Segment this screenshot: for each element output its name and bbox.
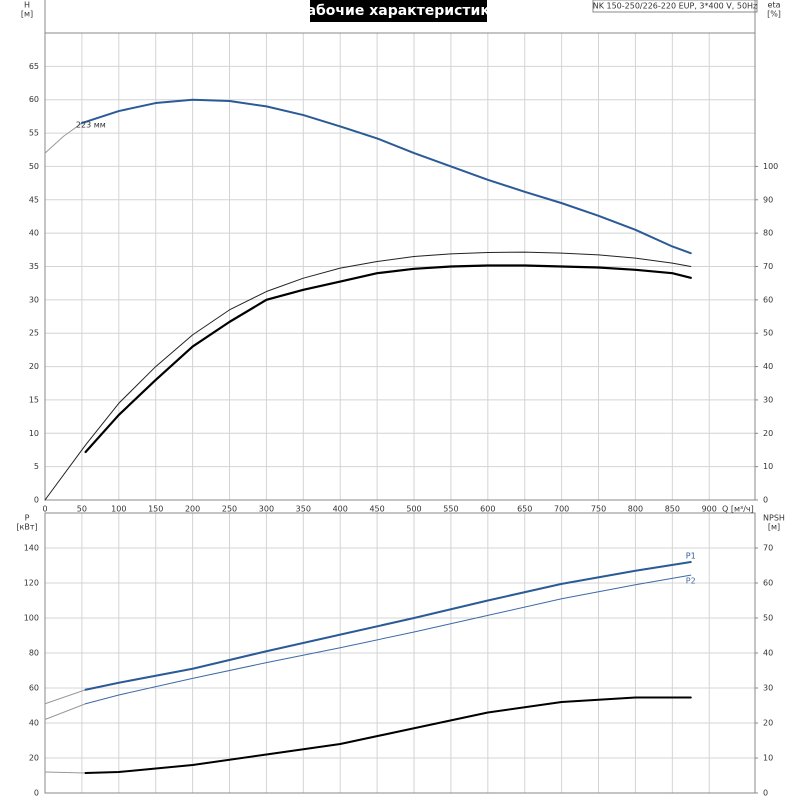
y2-tick-label: 0 [763,496,768,505]
x-tick-label: 400 [333,505,348,514]
x-tick-label: 200 [185,505,200,514]
curve [84,696,692,775]
y-tick-label: 10 [29,429,39,438]
x-tick-label: 900 [702,505,717,514]
y2-tick-label: 20 [763,429,773,438]
x-tick-label: 0 [42,505,47,514]
y-tick-label: 55 [29,129,39,138]
y2-tick-label: 40 [763,649,773,658]
plot-frame [44,32,756,501]
x-tick-label: 550 [443,505,458,514]
x-axis-label: Q [м³/ч] [722,505,754,514]
y-axis-label: P [25,514,30,523]
y-tick-label: 40 [29,719,39,728]
y-tick-label: 0 [34,496,39,505]
curve [84,561,692,691]
curve-name: P1 [686,552,696,561]
y2-tick-label: 100 [763,162,778,171]
y-tick-label: 50 [29,162,39,171]
y-axis-unit: [м] [21,10,33,19]
y-tick-label: 20 [29,754,39,763]
y2-tick-label: 0 [763,789,768,798]
curve [44,122,83,154]
x-tick-label: 100 [111,505,126,514]
x-tick-label: 150 [148,505,163,514]
curve [44,251,692,501]
y-tick-label: 100 [24,614,39,623]
y2-tick-label: 40 [763,362,773,371]
y2-tick-label: 90 [763,195,773,204]
x-tick-label: 700 [554,505,569,514]
y-axis-unit: [кВт] [16,523,37,532]
y2-axis-label: eta [768,1,781,10]
x-tick-label: 250 [222,505,237,514]
curve [44,689,87,705]
y2-tick-label: 30 [763,395,773,404]
x-tick-label: 450 [369,505,384,514]
y2-tick-label: 50 [763,329,773,338]
curve [85,574,692,705]
y-tick-label: 15 [29,395,39,404]
y-tick-label: 30 [29,295,39,304]
y-tick-label: 25 [29,329,39,338]
y-tick-label: 60 [29,684,39,693]
x-tick-label: 650 [517,505,532,514]
y-tick-label: 140 [24,544,39,553]
y-tick-label: 65 [29,62,39,71]
y2-tick-label: 70 [763,544,773,553]
y2-tick-label: 20 [763,719,773,728]
subtitle: NK 150-250/226-220 EUP, 3*400 V, 50Hz [593,2,758,11]
x-tick-label: 600 [480,505,495,514]
x-tick-label: 500 [406,505,421,514]
y2-axis-label: NPSH [763,514,785,523]
curve [44,703,87,720]
y-tick-label: 60 [29,95,39,104]
y2-tick-label: 30 [763,684,773,693]
y-tick-label: 35 [29,262,39,271]
x-tick-label: 300 [259,505,274,514]
y2-tick-label: 60 [763,579,773,588]
curve [80,98,692,255]
y2-tick-label: 80 [763,229,773,238]
y-tick-label: 5 [34,462,39,471]
y2-tick-label: 70 [763,262,773,271]
plot-frame [44,512,756,794]
y-axis-label: H [24,1,30,10]
y-tick-label: 40 [29,229,39,238]
curve-name: P2 [686,577,696,586]
curve [84,264,692,454]
x-tick-label: 350 [296,505,311,514]
curve-label: 223 мм [76,121,106,130]
y-tick-label: 45 [29,195,39,204]
y2-axis-unit: [%] [767,10,781,19]
x-tick-label: 750 [591,505,606,514]
x-tick-label: 50 [77,505,87,514]
y-tick-label: 80 [29,649,39,658]
y2-tick-label: 60 [763,295,773,304]
subtitle-box [592,0,758,13]
y2-tick-label: 10 [763,462,773,471]
title-box [310,0,487,22]
y-tick-label: 20 [29,362,39,371]
y-tick-label: 0 [34,789,39,798]
y-tick-label: 120 [24,579,39,588]
y2-tick-label: 10 [763,754,773,763]
y2-axis-unit: [м] [768,523,780,532]
curve [44,771,87,774]
x-tick-label: 850 [665,505,680,514]
x-tick-label: 800 [628,505,643,514]
y2-tick-label: 50 [763,614,773,623]
chart-title: Рабочие характеристики [296,3,499,19]
